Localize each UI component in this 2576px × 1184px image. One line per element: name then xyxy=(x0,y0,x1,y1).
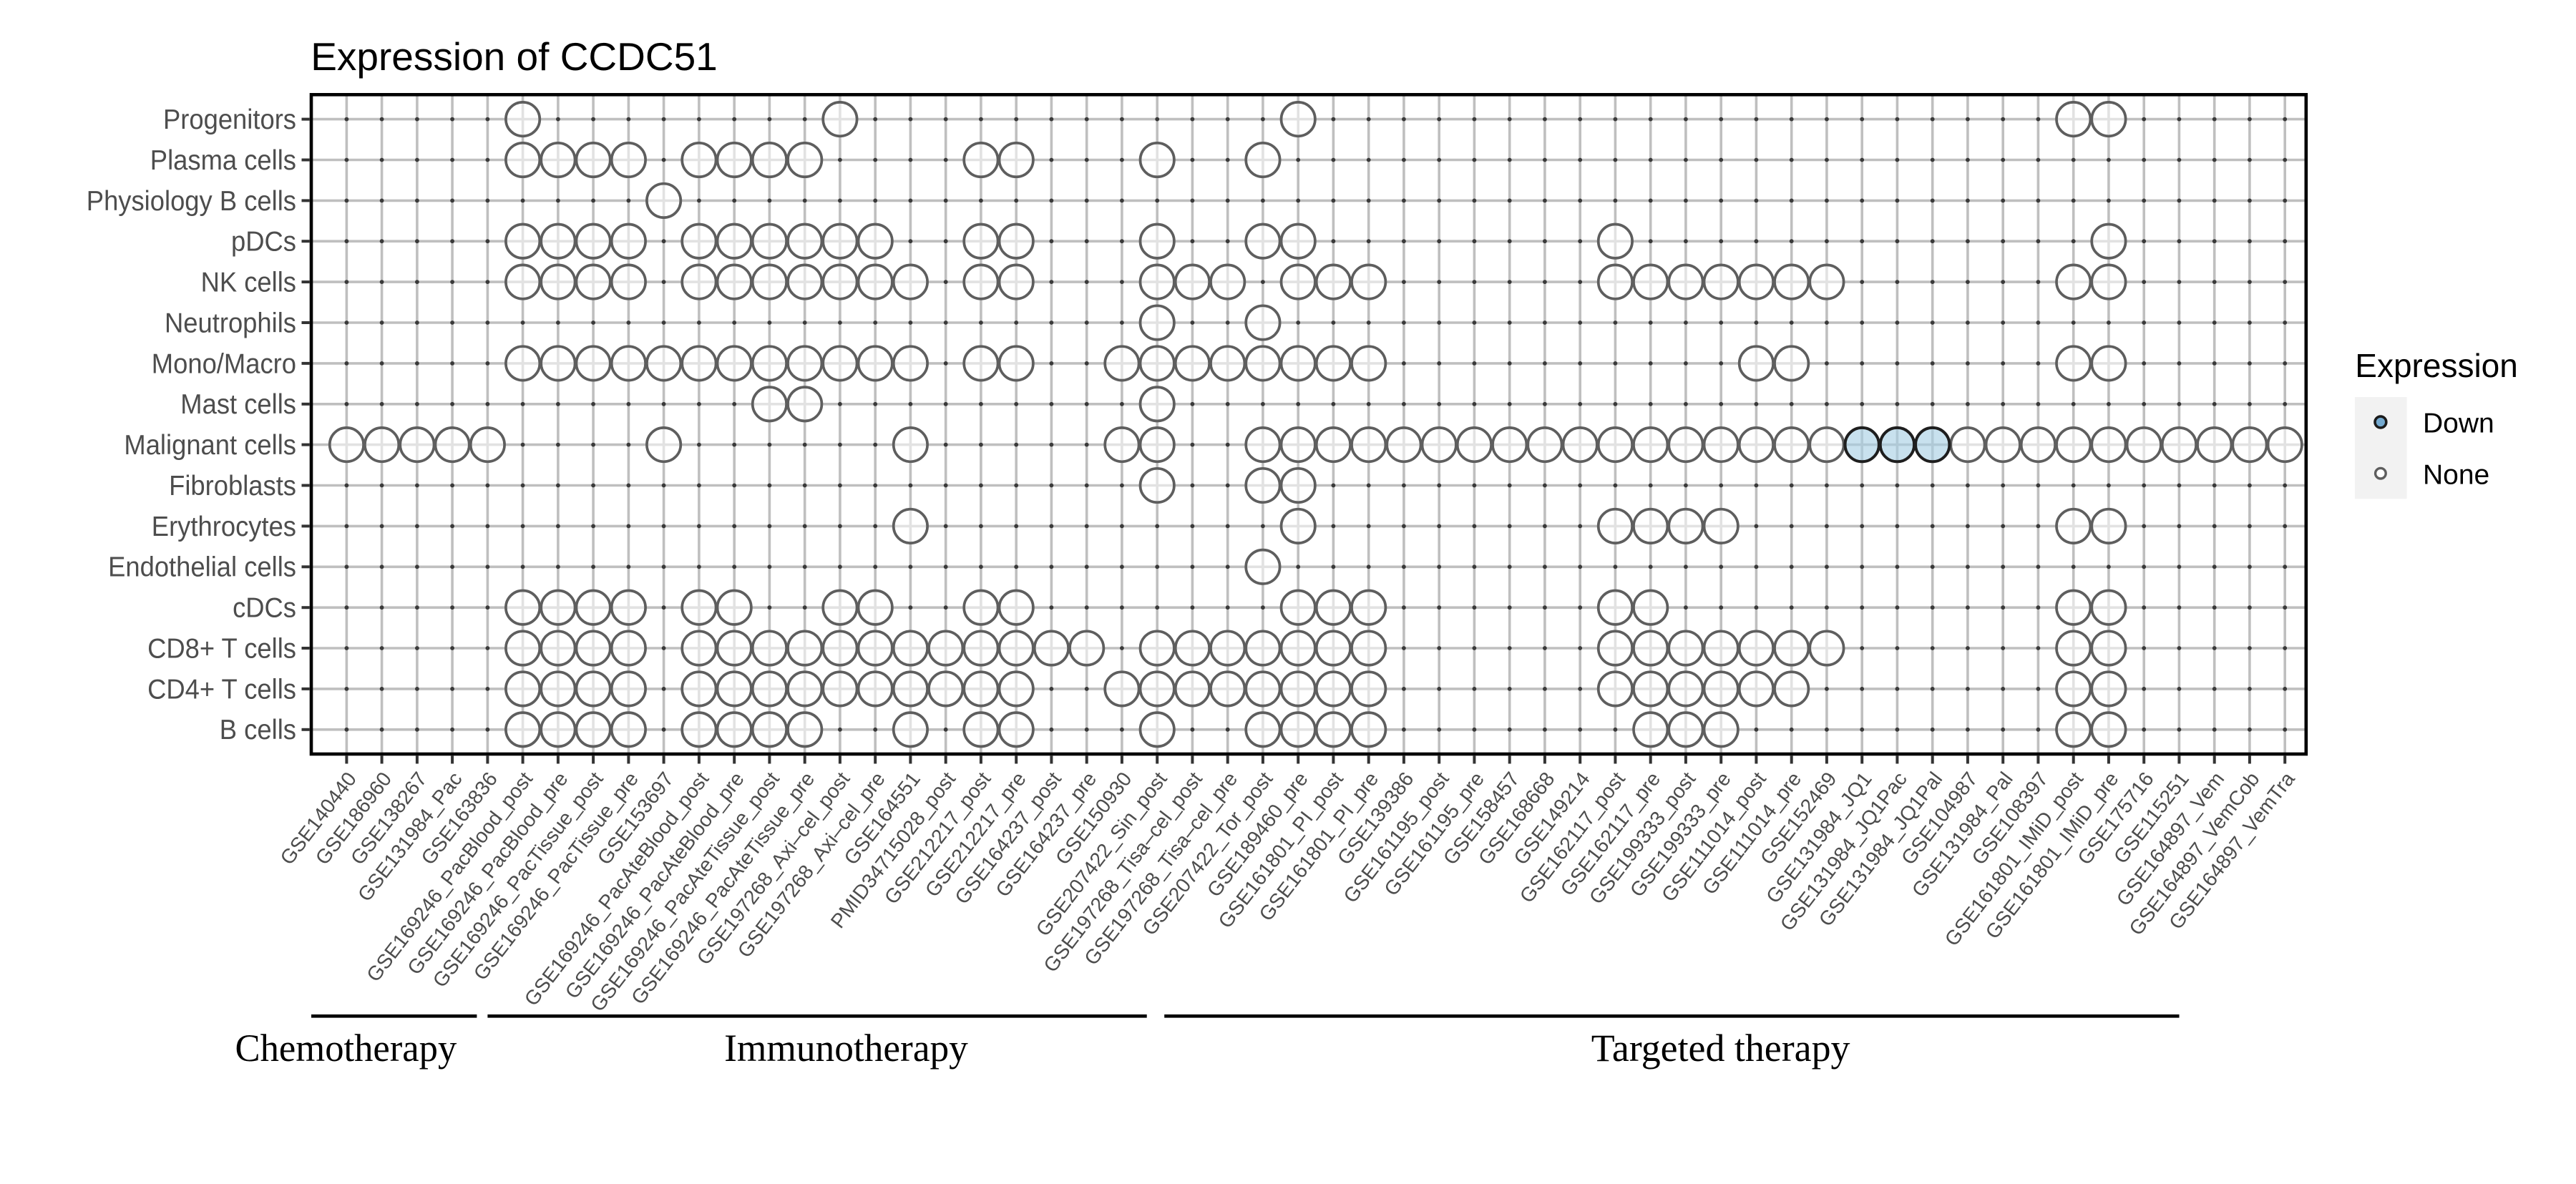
svg-text:Expression: Expression xyxy=(2355,347,2518,384)
svg-text:Mast cells: Mast cells xyxy=(180,389,296,420)
svg-text:Down: Down xyxy=(2423,408,2494,439)
svg-text:Chemotherapy: Chemotherapy xyxy=(235,1027,457,1070)
svg-text:Plasma cells: Plasma cells xyxy=(150,145,296,176)
svg-text:Expression of CCDC51: Expression of CCDC51 xyxy=(311,34,718,79)
svg-text:Targeted therapy: Targeted therapy xyxy=(1591,1027,1850,1070)
svg-text:None: None xyxy=(2423,459,2489,490)
svg-text:Neutrophils: Neutrophils xyxy=(165,308,296,338)
svg-text:pDCs: pDCs xyxy=(231,227,296,258)
svg-text:B cells: B cells xyxy=(220,715,296,745)
svg-text:Physiology B cells: Physiology B cells xyxy=(87,186,296,217)
svg-text:CD8+ T cells: CD8+ T cells xyxy=(147,633,296,664)
svg-text:Endothelial cells: Endothelial cells xyxy=(108,552,296,583)
svg-text:cDCs: cDCs xyxy=(233,593,296,624)
svg-text:Erythrocytes: Erythrocytes xyxy=(152,512,296,542)
svg-text:Immunotherapy: Immunotherapy xyxy=(724,1027,968,1070)
svg-text:NK cells: NK cells xyxy=(201,268,296,298)
svg-text:Progenitors: Progenitors xyxy=(163,104,296,135)
svg-text:CD4+ T cells: CD4+ T cells xyxy=(147,674,296,705)
svg-text:Mono/Macro: Mono/Macro xyxy=(152,348,296,379)
svg-text:Fibroblasts: Fibroblasts xyxy=(169,471,296,502)
svg-text:Malignant cells: Malignant cells xyxy=(124,430,296,461)
